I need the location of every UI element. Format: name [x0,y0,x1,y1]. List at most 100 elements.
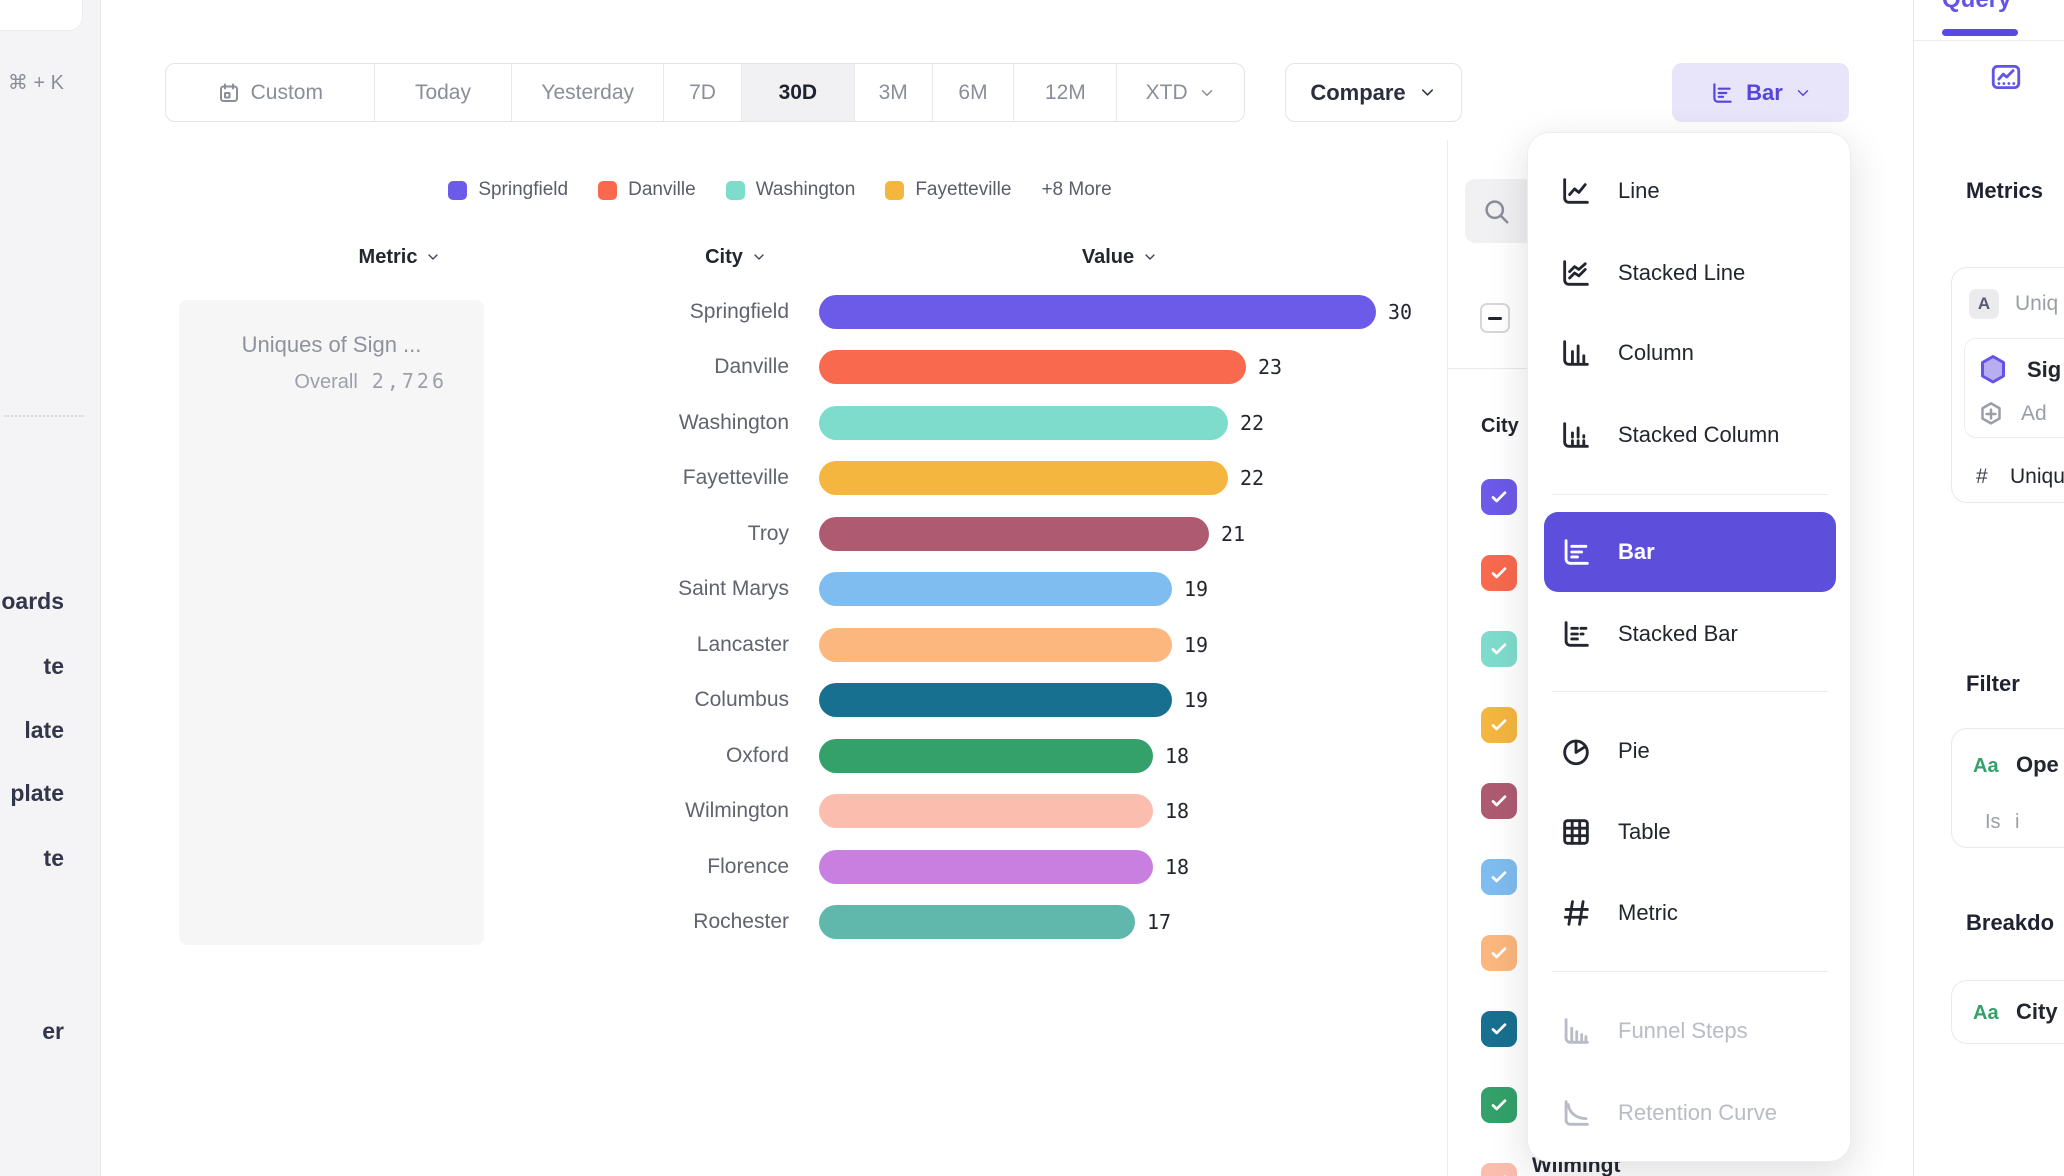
menu-item-table[interactable]: Table [1528,800,1852,864]
legend-item-danville[interactable]: Danville [598,179,696,201]
menu-item-label: Pie [1618,738,1650,763]
select-all-checkbox[interactable] [1480,303,1510,333]
sidebar-item-fragment[interactable]: er [42,1018,64,1044]
bar[interactable] [819,794,1153,829]
range-button-6m[interactable]: 6M [933,64,1015,121]
chart-type-label: Bar [1746,79,1783,105]
range-label: 12M [1044,80,1086,104]
filter-card[interactable]: Aa Ope Is i [1951,728,2064,848]
city-checkbox[interactable] [1481,479,1517,515]
bar[interactable] [819,405,1228,440]
bar-value-label: 22 [1240,466,1265,491]
bar[interactable] [819,572,1172,607]
menu-item-bar[interactable]: Bar [1528,520,1852,584]
menu-item-metric[interactable]: Metric [1528,881,1852,945]
breakdown-field-label: City [2016,999,2058,1024]
left-sidebar: ⌘ + K oards te late plate te er [0,0,101,1176]
sidebar-item-fragment[interactable]: te [43,653,64,679]
menu-item-stacked-line[interactable]: Stacked Line [1528,241,1852,305]
city-header-label: City [705,245,743,268]
bar-row-florence: Florence 18 [540,839,1412,895]
legend-more-button[interactable]: +8 More [1041,179,1112,200]
bar[interactable] [819,849,1153,884]
sidebar-item-fragment[interactable]: late [24,717,64,743]
chevron-down-icon [425,249,441,265]
range-button-custom[interactable]: Custom [166,64,375,121]
bar[interactable] [819,627,1172,662]
bar[interactable] [819,683,1172,718]
table-chart-icon [1559,815,1593,849]
range-label: 30D [778,80,818,104]
menu-item-line[interactable]: Line [1528,159,1852,223]
menu-item-stacked-bar[interactable]: Stacked Bar [1528,602,1852,666]
bar[interactable] [819,350,1246,385]
city-checkbox[interactable] [1481,555,1517,591]
column-header-city[interactable]: City [666,244,806,270]
menu-item-label: Bar [1618,539,1655,564]
measure-label[interactable]: Uniqu [2010,465,2064,488]
city-checkbox[interactable] [1481,859,1517,895]
chevron-down-icon [1198,84,1216,102]
compare-button[interactable]: Compare [1285,63,1462,122]
tab-query[interactable]: Query [1942,0,2011,14]
chart-type-menu: Line Stacked Line Column Stacked Column Bar S… [1527,132,1851,1162]
add-event-label[interactable]: Ad [2021,402,2047,425]
bar[interactable] [819,516,1209,551]
bar[interactable] [819,294,1376,329]
bar[interactable] [819,738,1153,773]
sidebar-item-fragment[interactable]: te [43,845,64,871]
legend-swatch [448,180,468,200]
legend-swatch [885,180,905,200]
legend-item-springfield[interactable]: Springfield [448,179,568,201]
sidebar-item-fragment[interactable]: plate [10,780,64,806]
range-button-12m[interactable]: 12M [1014,64,1118,121]
city-checkbox[interactable] [1481,783,1517,819]
flyout-left-edge [1447,140,1448,1176]
column-chart-icon [1559,336,1593,370]
range-button-3m[interactable]: 3M [855,64,933,121]
city-checkbox[interactable] [1481,707,1517,743]
event-name-label: Sig [2027,357,2062,382]
legend-item-washington[interactable]: Washington [725,179,856,201]
bar[interactable] [819,905,1135,940]
range-button-today[interactable]: Today [375,64,513,121]
menu-item-pie[interactable]: Pie [1528,719,1852,783]
range-button-yesterday[interactable]: Yesterday [512,64,665,121]
bar-row-lancaster: Lancaster 19 [540,617,1412,673]
bar-category-label: Danville [714,355,789,379]
bar-category-label: Rochester [693,910,789,934]
range-button-xtd[interactable]: XTD [1117,64,1244,121]
city-checkbox[interactable] [1481,631,1517,667]
city-checkbox[interactable] [1481,1087,1517,1123]
filter-heading: Filter [1966,671,2020,696]
bar-value-label: 22 [1240,410,1265,435]
city-checkbox[interactable] [1481,1011,1517,1047]
bar-row-fayetteville: Fayetteville 22 [540,451,1412,507]
chevron-down-icon [1794,84,1812,102]
range-button-7d[interactable]: 7D [664,64,742,121]
column-header-value[interactable]: Value [1050,244,1190,270]
chart-type-button[interactable]: Bar [1672,63,1849,122]
menu-item-label: Stacked Line [1618,260,1746,285]
calendar-icon [217,81,241,105]
bar[interactable] [819,461,1228,496]
breakdown-card[interactable]: Aa City [1951,980,2064,1044]
legend-item-fayetteville[interactable]: Fayetteville [885,179,1011,201]
menu-item-label: Metric [1618,900,1678,925]
bar-category-label: Wilmington [685,799,789,823]
filter-op-label: Is [1985,811,2001,833]
range-label: Custom [250,80,323,104]
legend-label: Washington [755,179,856,200]
range-button-30d[interactable]: 30D [741,64,855,121]
range-label: Yesterday [541,80,635,104]
metrics-card[interactable]: A Uniq Sig Ad # Uniqu [1951,267,2064,503]
sidebar-item-fragment[interactable]: oards [1,588,64,614]
menu-item-stacked-column[interactable]: Stacked Column [1528,403,1852,467]
city-checkbox[interactable] [1481,1163,1517,1176]
column-header-metric[interactable]: Metric [330,244,470,270]
city-checkbox[interactable] [1481,935,1517,971]
menu-item-label: Column [1618,340,1694,365]
stacked-line-chart-icon [1559,256,1593,290]
menu-item-column[interactable]: Column [1528,321,1852,385]
event-inner-card[interactable]: Sig Ad [1964,338,2064,438]
